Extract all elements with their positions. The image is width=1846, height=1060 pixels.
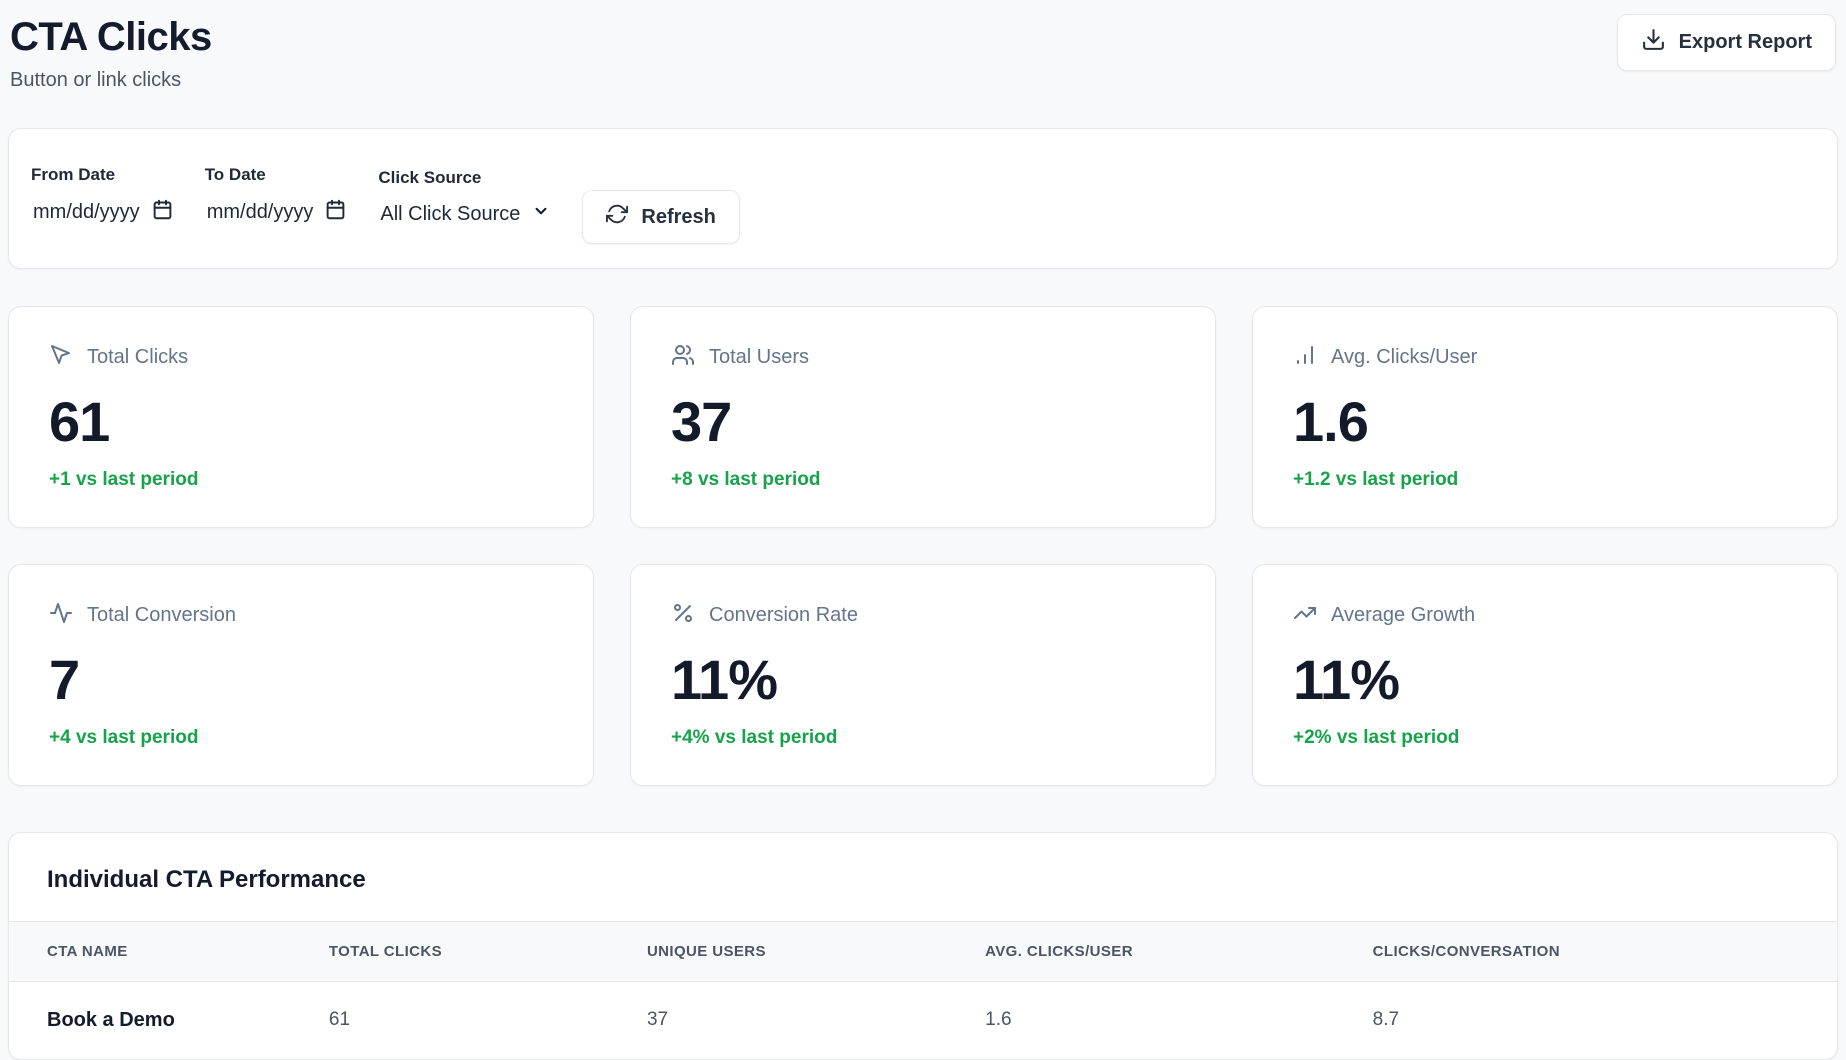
to-date-value: mm/dd/yyyy	[206, 201, 314, 223]
stat-card-conversion-rate: Conversion Rate 11% +4% vs last period	[630, 563, 1216, 786]
cta-performance-section: Individual CTA Performance CTA NAME TOTA…	[8, 831, 1838, 1060]
stat-delta: +1 vs last period	[49, 468, 199, 490]
column-header-cta-name: CTA NAME	[47, 942, 128, 960]
users-icon	[671, 343, 695, 372]
stat-label: Avg. Clicks/User	[1331, 346, 1478, 368]
export-report-label: Export Report	[1678, 31, 1812, 53]
from-date-value: mm/dd/yyyy	[33, 201, 140, 223]
stat-delta: +2% vs last period	[1293, 726, 1460, 748]
refresh-label: Refresh	[641, 205, 716, 228]
stat-delta: +4 vs last period	[49, 726, 199, 748]
filter-bar: From Date mm/dd/yyyy To Date mm/dd/yyyy	[8, 128, 1838, 269]
trending-up-icon	[1293, 601, 1317, 630]
column-header-total-clicks: TOTAL CLICKS	[328, 942, 443, 960]
cell-total-clicks: 61	[328, 1009, 351, 1031]
from-date-field: From Date mm/dd/yyyy	[31, 165, 175, 230]
to-date-label: To Date	[204, 165, 266, 184]
stat-value: 11%	[671, 647, 778, 711]
column-header-clicks-conversation: CLICKS/CONVERSATION	[1372, 942, 1560, 960]
stat-delta: +4% vs last period	[671, 726, 838, 748]
from-date-input[interactable]: mm/dd/yyyy	[31, 195, 175, 230]
page-title-block: CTA Clicks Button or link clicks	[10, 14, 212, 92]
stat-value: 37	[671, 390, 732, 453]
stat-value: 11%	[1293, 647, 1400, 711]
to-date-input[interactable]: mm/dd/yyyy	[205, 195, 349, 230]
from-date-label: From Date	[31, 165, 116, 184]
activity-icon	[49, 601, 73, 630]
page-header: CTA Clicks Button or link clicks Export …	[8, 14, 1838, 92]
download-icon	[1641, 27, 1666, 58]
bar-chart-icon	[1293, 343, 1317, 372]
cta-performance-table: CTA NAME TOTAL CLICKS UNIQUE USERS AVG. …	[9, 921, 1837, 1059]
refresh-icon	[606, 203, 629, 231]
stat-label: Total Clicks	[87, 346, 189, 368]
to-date-field: To Date mm/dd/yyyy	[205, 165, 349, 230]
stat-card-average-growth: Average Growth 11% +2% vs last period	[1252, 563, 1838, 786]
cell-avg-clicks-user: 1.6	[985, 1009, 1012, 1031]
table-row: Book a Demo 61 37 1.6 8.7	[9, 981, 1837, 1059]
cell-unique-users: 37	[646, 1009, 669, 1031]
export-report-button[interactable]: Export Report	[1616, 14, 1836, 71]
stats-grid: Total Clicks 61 +1 vs last period Total …	[8, 306, 1838, 786]
stat-card-total-users: Total Users 37 +8 vs last period	[630, 306, 1216, 528]
calendar-icon[interactable]	[152, 199, 173, 226]
stat-card-total-conversion: Total Conversion 7 +4 vs last period	[8, 563, 594, 786]
stat-label: Total Conversion	[87, 603, 236, 626]
chevron-down-icon	[532, 202, 550, 226]
click-source-label: Click Source	[378, 168, 482, 187]
page-subtitle: Button or link clicks	[10, 69, 182, 91]
click-source-field: Click Source All Click Source	[378, 168, 552, 230]
stat-value: 1.6	[1293, 390, 1369, 453]
table-title: Individual CTA Performance	[47, 865, 366, 893]
calendar-icon[interactable]	[325, 199, 346, 226]
stat-delta: +1.2 vs last period	[1293, 468, 1459, 490]
click-source-value: All Click Source	[380, 202, 521, 225]
stat-label: Total Users	[709, 346, 810, 368]
stat-label: Conversion Rate	[709, 603, 858, 626]
mouse-pointer-icon	[49, 343, 73, 372]
click-source-select[interactable]: All Click Source	[378, 198, 552, 230]
table-header-row: CTA NAME TOTAL CLICKS UNIQUE USERS AVG. …	[9, 921, 1837, 982]
page-title: CTA Clicks	[10, 15, 212, 59]
stat-value: 61	[49, 390, 110, 453]
stat-label: Average Growth	[1331, 603, 1476, 626]
refresh-button[interactable]: Refresh	[582, 190, 740, 244]
column-header-avg-clicks-user: AVG. CLICKS/USER	[985, 942, 1133, 960]
column-header-unique-users: UNIQUE USERS	[646, 942, 766, 960]
stat-value: 7	[49, 647, 80, 711]
cell-cta-name: Book a Demo	[47, 1008, 175, 1031]
stat-card-total-clicks: Total Clicks 61 +1 vs last period	[8, 306, 594, 528]
percent-icon	[671, 601, 695, 630]
cell-clicks-conversation: 8.7	[1372, 1009, 1400, 1031]
stat-card-avg-clicks-user: Avg. Clicks/User 1.6 +1.2 vs last period	[1252, 306, 1838, 528]
stat-delta: +8 vs last period	[671, 468, 821, 490]
